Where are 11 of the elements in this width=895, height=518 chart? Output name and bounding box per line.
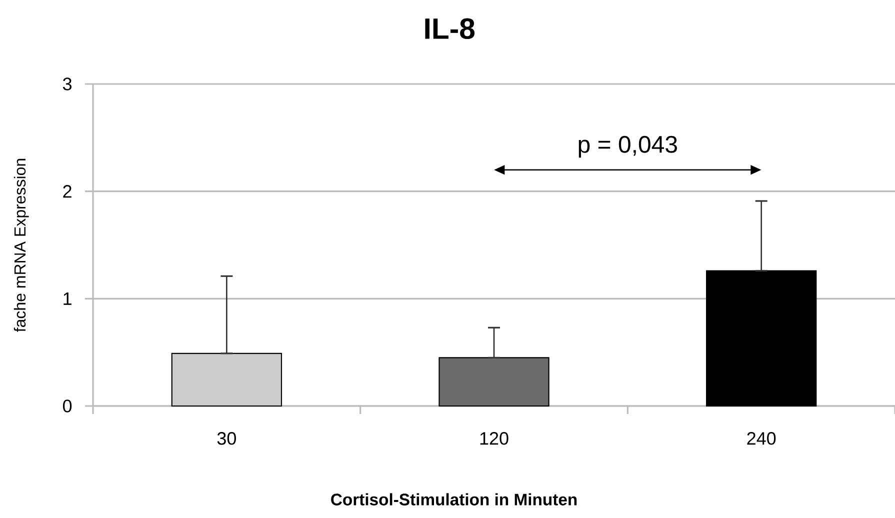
y-tick-label: 3 — [62, 78, 72, 90]
y-axis-title: fache mRNA Expression — [14, 158, 29, 332]
x-axis-title: Cortisol-Stimulation in Minuten — [331, 493, 577, 506]
y-tick-label: 2 — [63, 185, 72, 198]
x-tick-label: 120 — [480, 432, 508, 445]
x-tick-label: 30 — [217, 432, 236, 445]
annotation: p = 0,043 — [578, 136, 677, 158]
x-tick-label: 240 — [747, 432, 776, 445]
y-tick-label: 1 — [64, 292, 72, 305]
y-tick-label: 0 — [62, 400, 72, 412]
chart-title: IL-8 — [425, 18, 475, 40]
